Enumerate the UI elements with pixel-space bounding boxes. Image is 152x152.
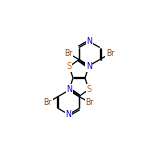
Text: N: N [66,110,72,119]
Text: N: N [86,62,92,71]
Text: Br: Br [44,98,52,107]
Text: Br: Br [85,98,94,107]
Text: Br: Br [64,49,73,58]
Text: N: N [86,37,92,46]
Text: S: S [67,62,72,71]
Text: Br: Br [106,49,114,58]
Text: N: N [66,85,72,94]
Text: S: S [86,85,91,94]
